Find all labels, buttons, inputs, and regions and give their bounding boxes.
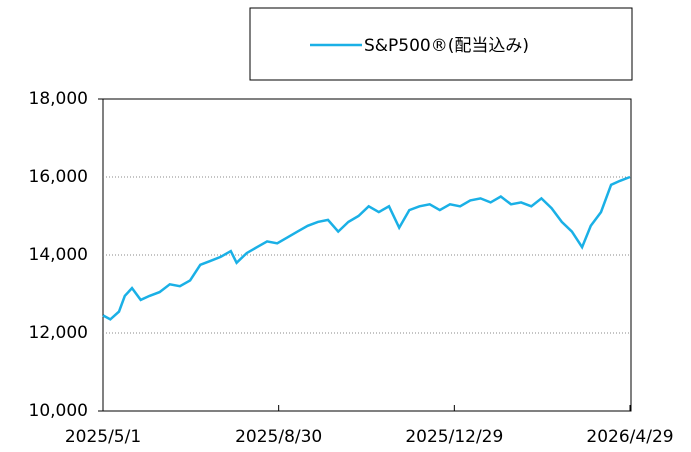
y-tick-label: 16,000 xyxy=(29,167,88,187)
legend-label: S&P500®(配当込み) xyxy=(364,36,529,56)
y-tick-label: 14,000 xyxy=(29,245,88,265)
x-tick-label: 2025/8/30 xyxy=(235,427,322,447)
y-tick-label: 10,000 xyxy=(29,401,88,421)
x-tick-label: 2025/5/1 xyxy=(65,427,141,447)
x-tick-label: 2026/4/29 xyxy=(586,427,673,447)
y-tick-label: 12,000 xyxy=(29,323,88,343)
x-tick-label: 2025/12/29 xyxy=(405,427,503,447)
series-line xyxy=(102,175,631,321)
y-tick-label: 18,000 xyxy=(29,89,88,109)
